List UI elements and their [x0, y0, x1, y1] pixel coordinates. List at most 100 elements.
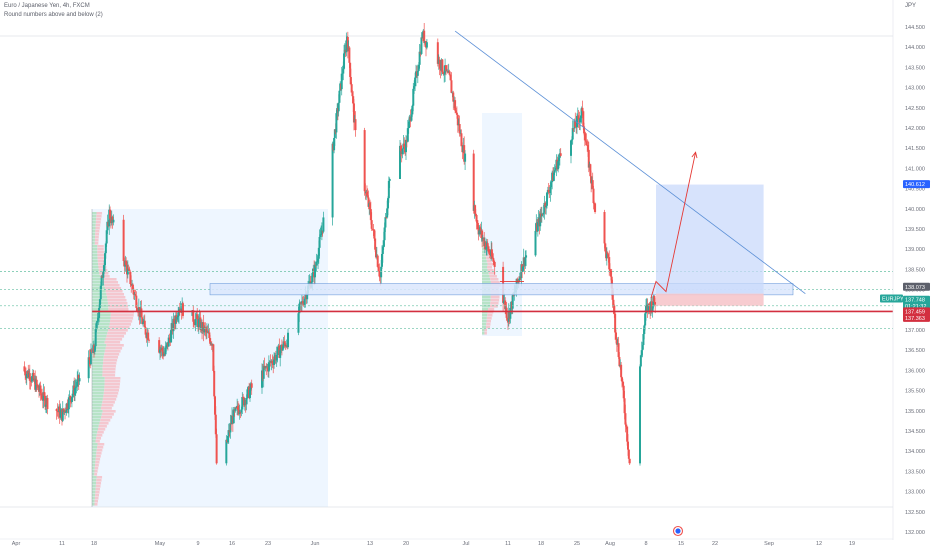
- volume-profile-up-bar: [92, 338, 106, 341]
- volume-profile-down-bar: [102, 368, 116, 371]
- price-tag-label: 137.459: [905, 309, 925, 315]
- candle: [142, 319, 145, 327]
- volume-profile-down-bar: [107, 299, 127, 302]
- volume-profile-up-bar: [92, 458, 96, 461]
- candle: [605, 247, 608, 266]
- price-tick-label: 132.500: [905, 510, 925, 516]
- volume-profile-up-bar: [92, 332, 108, 335]
- candle: [511, 292, 514, 315]
- arrow-head: [691, 151, 698, 159]
- volume-profile-down-bar: [486, 266, 492, 269]
- price-tick-label: 139.500: [905, 227, 925, 233]
- volume-profile-up-bar: [482, 299, 491, 302]
- volume-profile-down-bar: [101, 404, 114, 407]
- price-tick-label: 135.000: [905, 409, 925, 415]
- volume-profile-up-bar: [482, 272, 489, 275]
- candle: [246, 387, 249, 400]
- candle: [287, 328, 290, 349]
- volume-profile-up-bar: [92, 398, 103, 401]
- volume-profile-down-bar: [102, 398, 117, 401]
- volume-profile-up-bar: [92, 341, 105, 344]
- candle: [483, 232, 486, 250]
- candle: [173, 315, 176, 331]
- candle: [579, 117, 582, 131]
- time-tick-label: 20: [403, 541, 409, 547]
- candle: [571, 120, 574, 145]
- candle: [401, 147, 404, 159]
- candle: [164, 341, 167, 357]
- volume-profile-down-bar: [95, 230, 100, 233]
- volume-profile-down-bar: [104, 377, 121, 380]
- price-tick-label: 136.500: [905, 348, 925, 354]
- candle: [474, 204, 477, 215]
- candle: [544, 201, 547, 215]
- price-tick-label: 138.500: [905, 267, 925, 273]
- candle: [441, 59, 444, 74]
- candle: [539, 208, 542, 231]
- volume-profile-up-bar: [92, 245, 98, 248]
- volume-profile-down-bar: [486, 320, 492, 323]
- volume-profile-up-bar: [92, 362, 103, 365]
- time-tick-label: 16: [229, 541, 235, 547]
- volume-profile-down-bar: [95, 458, 101, 461]
- candle: [167, 334, 170, 347]
- candle: [205, 326, 208, 340]
- candle: [624, 404, 627, 433]
- candle: [628, 458, 631, 466]
- volume-profile-up-bar: [482, 260, 487, 263]
- volume-profile-up-bar: [92, 314, 111, 317]
- volume-profile-up-bar: [92, 494, 96, 497]
- candle: [493, 260, 496, 275]
- volume-profile-up-bar: [92, 347, 106, 350]
- volume-profile-down-bar: [94, 470, 98, 473]
- volume-profile-down-bar: [100, 407, 112, 410]
- candle: [574, 112, 577, 128]
- volume-profile-down-bar: [96, 437, 102, 440]
- price-tick-label: 134.000: [905, 449, 925, 455]
- candle: [134, 289, 137, 297]
- volume-profile-up-bar: [92, 371, 103, 374]
- price-tag-label: EURJPY: [882, 296, 904, 302]
- volume-profile-up-bar: [482, 311, 488, 314]
- price-tick-label: 141.500: [905, 146, 925, 152]
- volume-profile-up-bar: [92, 395, 104, 398]
- candle: [89, 343, 92, 366]
- volume-profile-up-bar: [92, 350, 105, 353]
- volume-profile-up-bar: [482, 305, 490, 308]
- volume-profile-up-bar: [92, 290, 106, 293]
- candle: [73, 380, 76, 402]
- candle: [23, 361, 26, 373]
- volume-profile-down-bar: [486, 317, 492, 320]
- volume-profile-down-bar: [95, 488, 101, 491]
- volume-profile-up-bar: [92, 251, 98, 254]
- volume-profile-down-bar: [94, 503, 98, 506]
- price-tick-label: 143.000: [905, 86, 925, 92]
- candle: [460, 129, 463, 147]
- volume-profile-up-bar: [92, 278, 104, 281]
- candle: [438, 56, 441, 76]
- candle: [127, 264, 130, 271]
- candle: [445, 64, 447, 76]
- volume-profile-up-bar: [92, 272, 100, 275]
- candle: [159, 344, 162, 358]
- price-tick-label: 142.500: [905, 106, 925, 112]
- candle: [140, 300, 143, 318]
- price-tag-box: [903, 282, 930, 291]
- candle: [322, 211, 325, 234]
- volume-profile-down-bar: [484, 332, 487, 335]
- candle: [340, 66, 343, 96]
- volume-profile-down-bar: [97, 254, 105, 257]
- candle: [387, 196, 389, 216]
- candle: [46, 394, 49, 415]
- chart-subtitle: Round numbers above and below (2): [4, 12, 103, 18]
- volume-profile-up-bar: [92, 359, 104, 362]
- candle: [488, 249, 491, 259]
- volume-profile-up-bar: [92, 482, 97, 485]
- volume-profile-down-bar: [99, 422, 109, 425]
- volume-profile-up-bar: [92, 497, 95, 500]
- time-tick-label: 22: [712, 541, 718, 547]
- volume-profile-up-bar: [92, 413, 102, 416]
- candle: [592, 185, 595, 210]
- volume-profile-up-bar: [92, 503, 95, 506]
